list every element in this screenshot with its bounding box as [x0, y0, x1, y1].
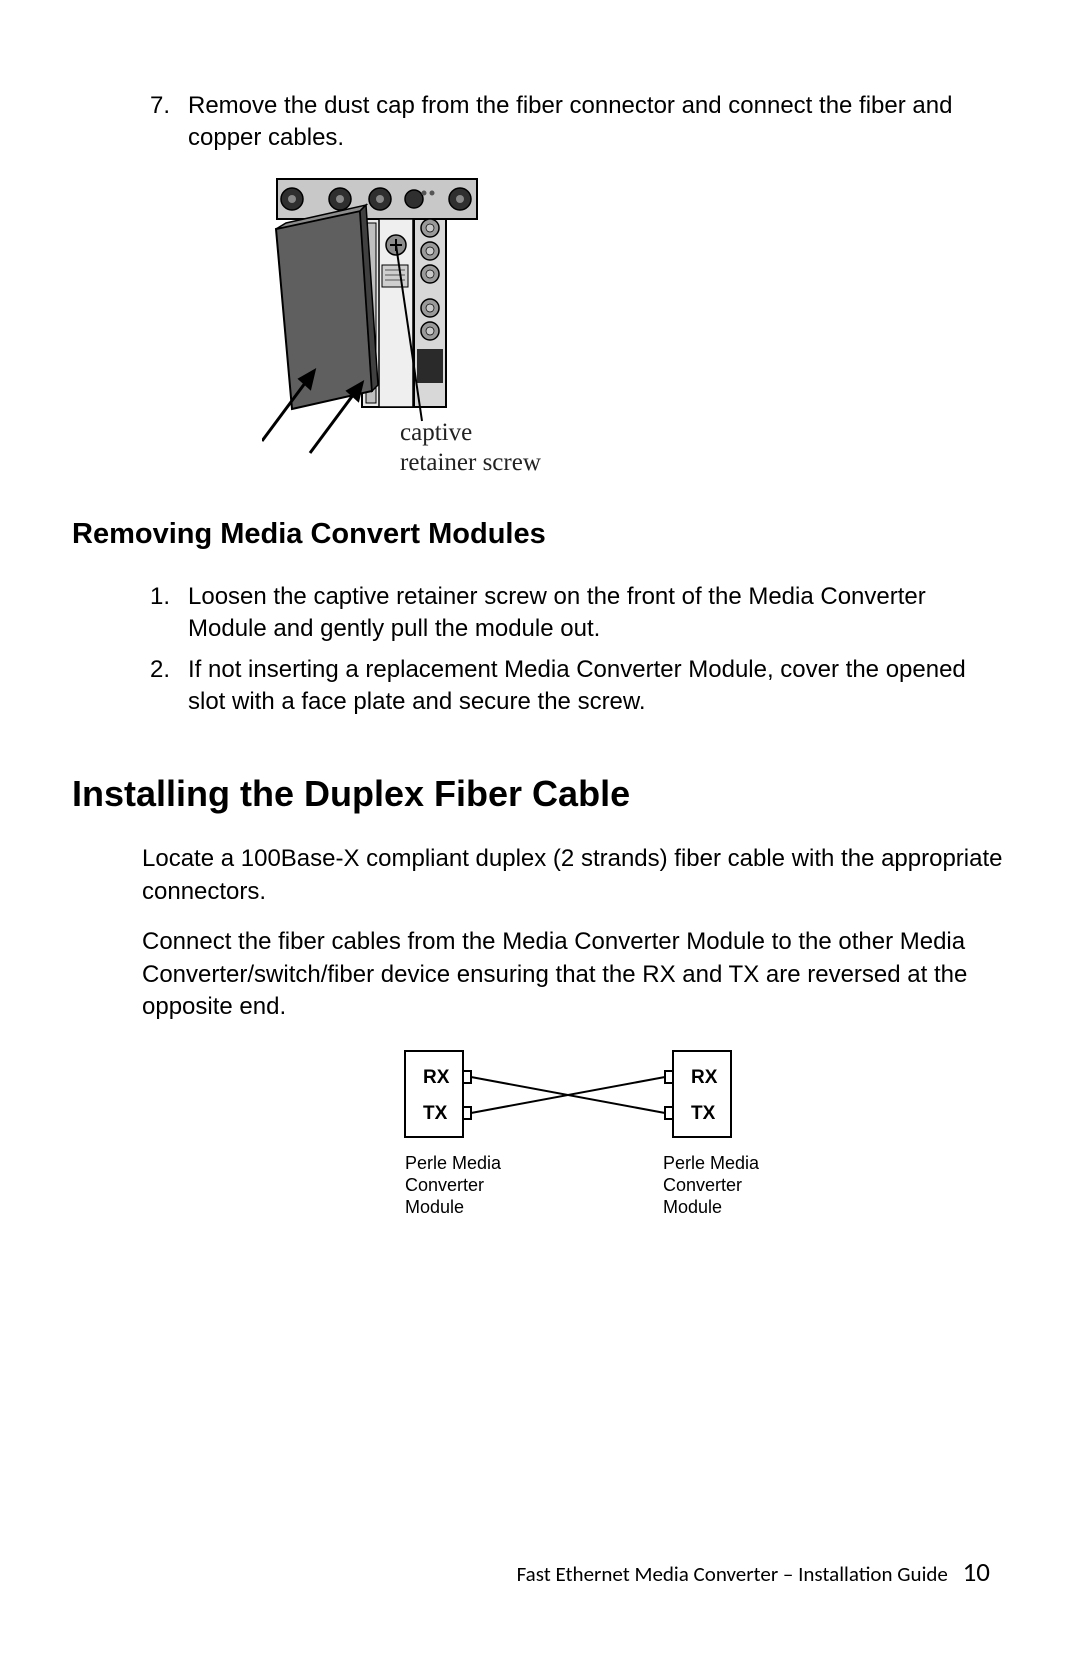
right-tx-label: TX [691, 1103, 716, 1124]
page-footer: Fast Ethernet Media Converter – Installa… [517, 1556, 990, 1589]
removing-step-1-text: Loosen the captive retainer screw on the… [188, 581, 1008, 646]
footer-text: Fast Ethernet Media Converter – Installa… [517, 1561, 948, 1587]
right-module-label-l2: Converter [663, 1175, 742, 1195]
left-rx-label: RX [423, 1067, 450, 1088]
page-content: 7. Remove the dust cap from the fiber co… [0, 0, 1080, 1251]
step-7: 7. Remove the dust cap from the fiber co… [72, 90, 1008, 155]
right-rx-label: RX [691, 1067, 718, 1088]
step-7-text: Remove the dust cap from the fiber conne… [188, 90, 1008, 155]
heading-installing-cable: Installing the Duplex Fiber Cable [72, 773, 1008, 815]
svg-text:Perle Media Converte: Perle Media Converter Module [663, 1153, 764, 1217]
caption-line1: captiveretainer screw [400, 419, 541, 476]
left-module-label-l1: Perle Media [405, 1153, 502, 1173]
svg-text:Perle Media Converte: Perle Media Converter Module [405, 1153, 506, 1217]
figure1-caption: captiveretainer screw [400, 418, 541, 478]
left-module-label-l3: Module [405, 1197, 464, 1217]
removing-step-1-number: 1. [142, 581, 188, 646]
rx-tx-svg: RX TX RX TX Perle Media Converter [365, 1041, 785, 1251]
installing-body: Locate a 100Base-X compliant duplex (2 s… [72, 843, 1008, 1251]
right-module-label-l1: Perle Media [663, 1153, 760, 1173]
right-module-label-l3: Module [663, 1197, 722, 1217]
figure-module-illustration: captiveretainer screw [262, 173, 602, 478]
removing-step-2-number: 2. [142, 654, 188, 719]
step-7-number: 7. [142, 90, 188, 155]
footer-page-number: 10 [963, 1556, 990, 1589]
heading-removing-modules: Removing Media Convert Modules [72, 518, 1008, 551]
left-module-label-l2: Converter [405, 1175, 484, 1195]
figure-rx-tx-diagram: RX TX RX TX Perle Media Converter [142, 1041, 1008, 1251]
installing-para-2: Connect the fiber cables from the Media … [142, 926, 1008, 1023]
installing-para-1: Locate a 100Base-X compliant duplex (2 s… [142, 843, 1008, 908]
removing-step-2: 2. If not inserting a replacement Media … [72, 654, 1008, 719]
left-tx-label: TX [423, 1103, 448, 1124]
removing-step-2-text: If not inserting a replacement Media Con… [188, 654, 1008, 719]
removing-step-1: 1. Loosen the captive retainer screw on … [72, 581, 1008, 646]
